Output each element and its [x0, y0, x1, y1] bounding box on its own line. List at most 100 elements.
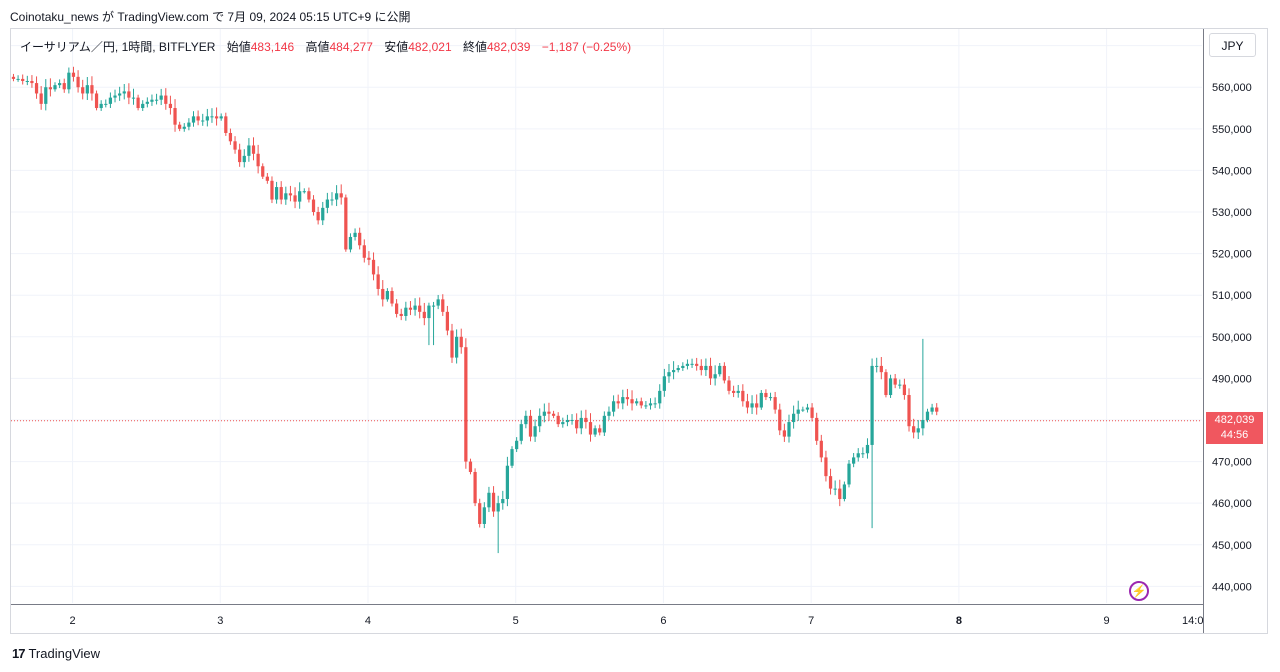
x-tick-label: 3: [217, 615, 223, 627]
candle-body: [722, 365, 726, 381]
candle-body: [556, 415, 560, 425]
candle-body: [482, 507, 486, 524]
candle-body: [90, 85, 94, 94]
candle-body: [718, 365, 722, 375]
last-price-tag: 482,039 44:56: [1206, 412, 1263, 444]
candle-body: [173, 108, 177, 125]
candle-body: [288, 193, 293, 196]
candle-body: [838, 488, 842, 500]
candle-body: [11, 76, 16, 79]
candle-body: [547, 411, 551, 414]
candle-body: [551, 413, 556, 416]
candle-body: [293, 195, 297, 202]
candle-body: [745, 401, 750, 408]
candle-body: [62, 83, 66, 90]
y-tick-label: 510,000: [1212, 290, 1252, 302]
candle-body: [334, 193, 339, 200]
candle-body: [588, 422, 593, 435]
candle-body: [44, 87, 48, 104]
x-tick-label: 8: [956, 615, 962, 627]
candle-body: [113, 95, 117, 98]
candle-body: [602, 415, 606, 433]
candle-body: [921, 419, 925, 429]
candle-body: [233, 141, 237, 150]
last-price-value: 482,039: [1214, 414, 1255, 426]
candle-body: [464, 347, 468, 462]
candle-body: [154, 99, 159, 101]
candle-body: [542, 411, 546, 416]
open-label: 始値: [226, 40, 251, 54]
currency-button[interactable]: JPY: [1209, 33, 1256, 57]
candle-body: [930, 407, 934, 412]
candle-body: [833, 488, 837, 490]
candle-body: [519, 424, 523, 441]
candle-body: [270, 180, 274, 200]
candle-body: [842, 484, 847, 500]
candle-body: [81, 87, 85, 94]
candle-body: [261, 166, 265, 177]
candle-body: [805, 407, 810, 410]
bar-countdown: 44:56: [1220, 429, 1249, 441]
time-axis[interactable]: 2 3 4 5 6 7 8 9 14:0: [69, 615, 1203, 627]
candle-body: [759, 392, 763, 408]
tradingview-logo-icon: 17: [12, 646, 26, 661]
candle-body: [307, 191, 311, 200]
candle-body: [358, 232, 362, 246]
candle-body: [196, 116, 200, 121]
candle-body: [399, 313, 403, 316]
candle-body: [348, 236, 353, 250]
candle-body: [653, 403, 657, 405]
candle-body: [390, 291, 394, 304]
candle-body: [122, 91, 126, 94]
candle-body: [265, 176, 269, 181]
close-label: 終値: [462, 40, 487, 54]
candle-body: [30, 80, 34, 84]
symbol-legend: イーサリアム／円, 1時間, BITFLYER 始値483,146 高値484,…: [20, 38, 631, 55]
candle-body: [141, 103, 145, 109]
tradingview-footer[interactable]: 17 TradingView: [12, 646, 100, 661]
candle-body: [224, 116, 228, 133]
price-axis[interactable]: 440,000450,000460,000470,000480,000490,0…: [1212, 41, 1252, 594]
candle-body: [796, 409, 800, 414]
candle-body: [25, 80, 29, 82]
candle-body: [902, 384, 907, 396]
candle-body: [381, 288, 385, 300]
candle-body: [676, 367, 680, 371]
x-tick-label: 14:0: [1182, 615, 1203, 627]
candle-body: [639, 401, 643, 406]
candle-body: [764, 392, 768, 398]
candle-body: [893, 378, 897, 385]
candle-body: [436, 299, 440, 306]
candle-body: [755, 403, 759, 408]
candle-body: [145, 101, 149, 104]
candle-body: [828, 476, 833, 489]
candle-body: [616, 401, 620, 404]
candle-body: [131, 97, 136, 99]
candle-body: [625, 397, 630, 400]
candle-body: [741, 390, 745, 402]
x-tick-label: 4: [365, 615, 371, 627]
candle-body: [648, 403, 653, 406]
candle-body: [778, 409, 782, 431]
candle-body: [681, 365, 685, 368]
candle-body: [422, 311, 426, 319]
candle-body: [214, 116, 219, 119]
publish-caption: Coinotaku_news が TradingView.com で 7月 09…: [10, 10, 411, 24]
candle-body: [570, 419, 574, 421]
candle-body: [824, 457, 828, 477]
low-label: 安値: [384, 40, 409, 54]
candle-body: [182, 126, 186, 129]
candle-body: [685, 363, 690, 366]
candle-body: [427, 305, 431, 319]
candle-body: [699, 365, 703, 371]
candle-body: [242, 155, 246, 163]
candle-body: [579, 417, 583, 429]
candle-body: [468, 461, 473, 472]
candle-body: [731, 390, 736, 393]
candle-body: [450, 330, 454, 358]
lightning-icon[interactable]: ⚡: [1129, 581, 1149, 601]
candle-body: [455, 336, 459, 358]
candle-body: [856, 453, 860, 458]
candle-body: [861, 453, 865, 455]
candle-body: [191, 116, 196, 123]
